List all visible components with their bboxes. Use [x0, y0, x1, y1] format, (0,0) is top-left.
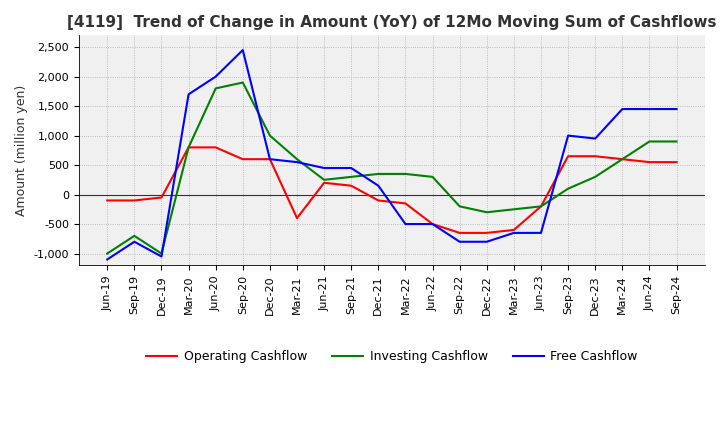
Free Cashflow — [401, 221, 410, 227]
Line: Free Cashflow: Free Cashflow — [107, 50, 677, 260]
Investing Cashflow — [293, 157, 302, 162]
Operating Cashflow — [428, 221, 437, 227]
Operating Cashflow — [266, 157, 274, 162]
Free Cashflow — [564, 133, 572, 138]
Investing Cashflow — [455, 204, 464, 209]
Investing Cashflow — [374, 171, 382, 176]
Operating Cashflow — [293, 216, 302, 221]
Free Cashflow — [184, 92, 193, 97]
Investing Cashflow — [482, 209, 491, 215]
Investing Cashflow — [157, 251, 166, 256]
Free Cashflow — [103, 257, 112, 262]
Operating Cashflow — [238, 157, 247, 162]
Operating Cashflow — [455, 230, 464, 235]
Free Cashflow — [266, 157, 274, 162]
Free Cashflow — [238, 48, 247, 53]
Free Cashflow — [536, 230, 545, 235]
Operating Cashflow — [130, 198, 139, 203]
Free Cashflow — [645, 106, 654, 112]
Investing Cashflow — [564, 186, 572, 191]
Investing Cashflow — [347, 174, 356, 180]
Investing Cashflow — [184, 145, 193, 150]
Operating Cashflow — [374, 198, 382, 203]
Operating Cashflow — [482, 230, 491, 235]
Operating Cashflow — [536, 204, 545, 209]
Operating Cashflow — [212, 145, 220, 150]
Investing Cashflow — [103, 251, 112, 256]
Operating Cashflow — [564, 154, 572, 159]
Free Cashflow — [347, 165, 356, 171]
Free Cashflow — [510, 230, 518, 235]
Y-axis label: Amount (million yen): Amount (million yen) — [15, 85, 28, 216]
Operating Cashflow — [347, 183, 356, 188]
Operating Cashflow — [401, 201, 410, 206]
Investing Cashflow — [266, 133, 274, 138]
Free Cashflow — [672, 106, 681, 112]
Operating Cashflow — [320, 180, 328, 185]
Free Cashflow — [455, 239, 464, 244]
Free Cashflow — [212, 74, 220, 79]
Investing Cashflow — [401, 171, 410, 176]
Free Cashflow — [157, 254, 166, 259]
Free Cashflow — [591, 136, 600, 141]
Operating Cashflow — [103, 198, 112, 203]
Free Cashflow — [482, 239, 491, 244]
Investing Cashflow — [536, 204, 545, 209]
Investing Cashflow — [130, 233, 139, 238]
Free Cashflow — [293, 159, 302, 165]
Free Cashflow — [428, 221, 437, 227]
Operating Cashflow — [591, 154, 600, 159]
Line: Investing Cashflow: Investing Cashflow — [107, 83, 677, 253]
Investing Cashflow — [212, 86, 220, 91]
Title: [4119]  Trend of Change in Amount (YoY) of 12Mo Moving Sum of Cashflows: [4119] Trend of Change in Amount (YoY) o… — [67, 15, 716, 30]
Investing Cashflow — [618, 157, 626, 162]
Free Cashflow — [374, 183, 382, 188]
Operating Cashflow — [618, 157, 626, 162]
Free Cashflow — [320, 165, 328, 171]
Free Cashflow — [618, 106, 626, 112]
Legend: Operating Cashflow, Investing Cashflow, Free Cashflow: Operating Cashflow, Investing Cashflow, … — [141, 345, 642, 368]
Operating Cashflow — [645, 159, 654, 165]
Investing Cashflow — [428, 174, 437, 180]
Operating Cashflow — [184, 145, 193, 150]
Operating Cashflow — [157, 195, 166, 200]
Investing Cashflow — [672, 139, 681, 144]
Investing Cashflow — [510, 207, 518, 212]
Operating Cashflow — [672, 159, 681, 165]
Investing Cashflow — [320, 177, 328, 183]
Investing Cashflow — [591, 174, 600, 180]
Free Cashflow — [130, 239, 139, 244]
Operating Cashflow — [510, 227, 518, 233]
Line: Operating Cashflow: Operating Cashflow — [107, 147, 677, 233]
Investing Cashflow — [645, 139, 654, 144]
Investing Cashflow — [238, 80, 247, 85]
